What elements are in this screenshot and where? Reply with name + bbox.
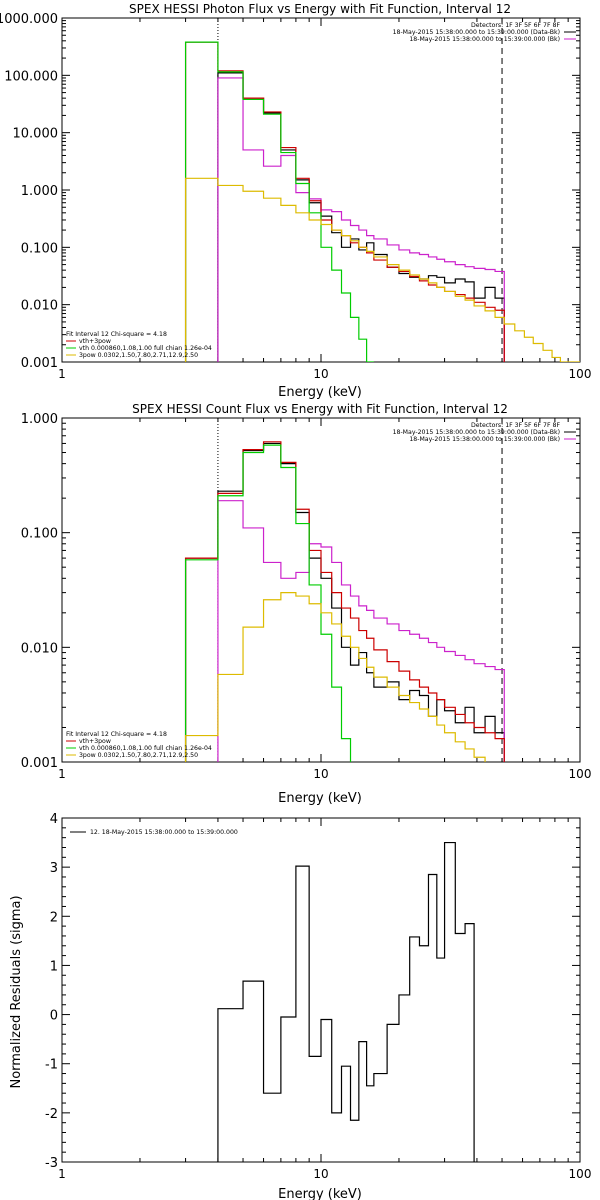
legend-entry: Detectors: 1F 3F 5F 6F 7F 8F [471, 22, 560, 29]
y-tick-label: 1 [50, 959, 58, 974]
legend-entry: 3pow 0.0302,1.50,7.80,2.71,12.9,2.50 [79, 352, 198, 359]
y-tick-label: -3 [45, 1156, 58, 1171]
legend-entry: Detectors: 1F 3F 5F 6F 7F 8F [471, 422, 560, 429]
legend-entry: vth 0.000860,1.08,1.00 full chian 1.26e-… [79, 745, 212, 752]
x-tick-label: 1 [58, 1167, 66, 1181]
count-flux-title: SPEX HESSI Count Flux vs Energy with Fit… [132, 402, 508, 416]
y-tick-label: 4 [50, 812, 58, 827]
x-tick-label: 100 [569, 1167, 592, 1181]
y-tick-label: -1 [45, 1058, 58, 1073]
count-flux-x-axis-label: Energy (keV) [278, 791, 362, 806]
photon-flux-x-axis-label: Energy (keV) [278, 385, 362, 400]
legend-entry: 18-May-2015 15:38:00.000 to 15:39:00.000… [393, 29, 560, 36]
series-line [217, 500, 505, 762]
y-tick-label: 3 [50, 861, 58, 876]
x-tick-label: 100 [569, 767, 592, 781]
y-tick-label: 0.100 [21, 241, 58, 256]
x-tick-label: 1 [58, 367, 66, 381]
y-tick-label: 0.010 [21, 299, 58, 314]
plot-frame [61, 817, 581, 1163]
series-line [184, 41, 374, 362]
legend-entry: 12. 18-May-2015 15:38:00.000 to 15:39:00… [90, 829, 238, 836]
y-tick-label: 100.000 [4, 69, 58, 84]
legend-entry: vth+3pow [79, 738, 111, 745]
residuals-panel: Normalized Residuals (sigma) Energy (keV… [9, 812, 591, 1200]
series-line [184, 177, 580, 362]
legend-entry: vth 0.000860,1.08,1.00 full chian 1.26e-… [79, 345, 212, 352]
y-tick-label: 0 [50, 1009, 58, 1024]
series-line [184, 441, 505, 762]
count-flux-panel: SPEX HESSI Count Flux vs Energy with Fit… [21, 402, 592, 806]
legend-entry: 3pow 0.0302,1.50,7.80,2.71,12.9,2.50 [79, 752, 198, 759]
legend-entry: vth+3pow [79, 338, 111, 345]
series-line [184, 41, 505, 362]
y-tick-label: 10.000 [13, 127, 59, 142]
x-tick-label: 10 [313, 1167, 328, 1181]
series-line [184, 444, 352, 762]
y-tick-label: 0.100 [21, 527, 58, 542]
y-tick-label: 0.001 [21, 756, 58, 771]
legend-entry: Fit Interval 12 Chi-square = 4.18 [66, 331, 167, 338]
series-line [217, 841, 475, 1162]
photon-flux-panel: SPEX HESSI Photon Flux vs Energy with Fi… [0, 2, 591, 400]
x-tick-label: 100 [569, 367, 592, 381]
x-tick-label: 1 [58, 767, 66, 781]
series-line [184, 592, 486, 762]
y-tick-label: 2 [50, 910, 58, 925]
legend-entry: 18-May-2015 15:38:00.000 to 15:39:00.000… [409, 36, 560, 43]
residuals-x-axis-label: Energy (keV) [278, 1187, 362, 1200]
legend-entry: 18-May-2015 15:38:00.000 to 15:39:00.000… [409, 436, 560, 443]
y-tick-label: 1000.000 [0, 12, 58, 27]
y-tick-label: 0.010 [21, 641, 58, 656]
residuals-y-axis-label: Normalized Residuals (sigma) [9, 895, 24, 1088]
photon-flux-title: SPEX HESSI Photon Flux vs Energy with Fi… [129, 2, 511, 16]
x-tick-label: 10 [313, 767, 328, 781]
y-tick-label: 1.000 [21, 184, 58, 199]
legend-entry: Fit Interval 12 Chi-square = 4.18 [66, 731, 167, 738]
legend-entry: 18-May-2015 15:38:00.000 to 15:39:00.000… [393, 429, 560, 436]
y-tick-label: 1.000 [21, 412, 58, 427]
y-tick-label: 0.001 [21, 356, 58, 371]
x-tick-label: 10 [313, 367, 328, 381]
series-line [217, 72, 505, 362]
y-tick-label: -2 [45, 1107, 58, 1122]
series-line [217, 77, 505, 362]
